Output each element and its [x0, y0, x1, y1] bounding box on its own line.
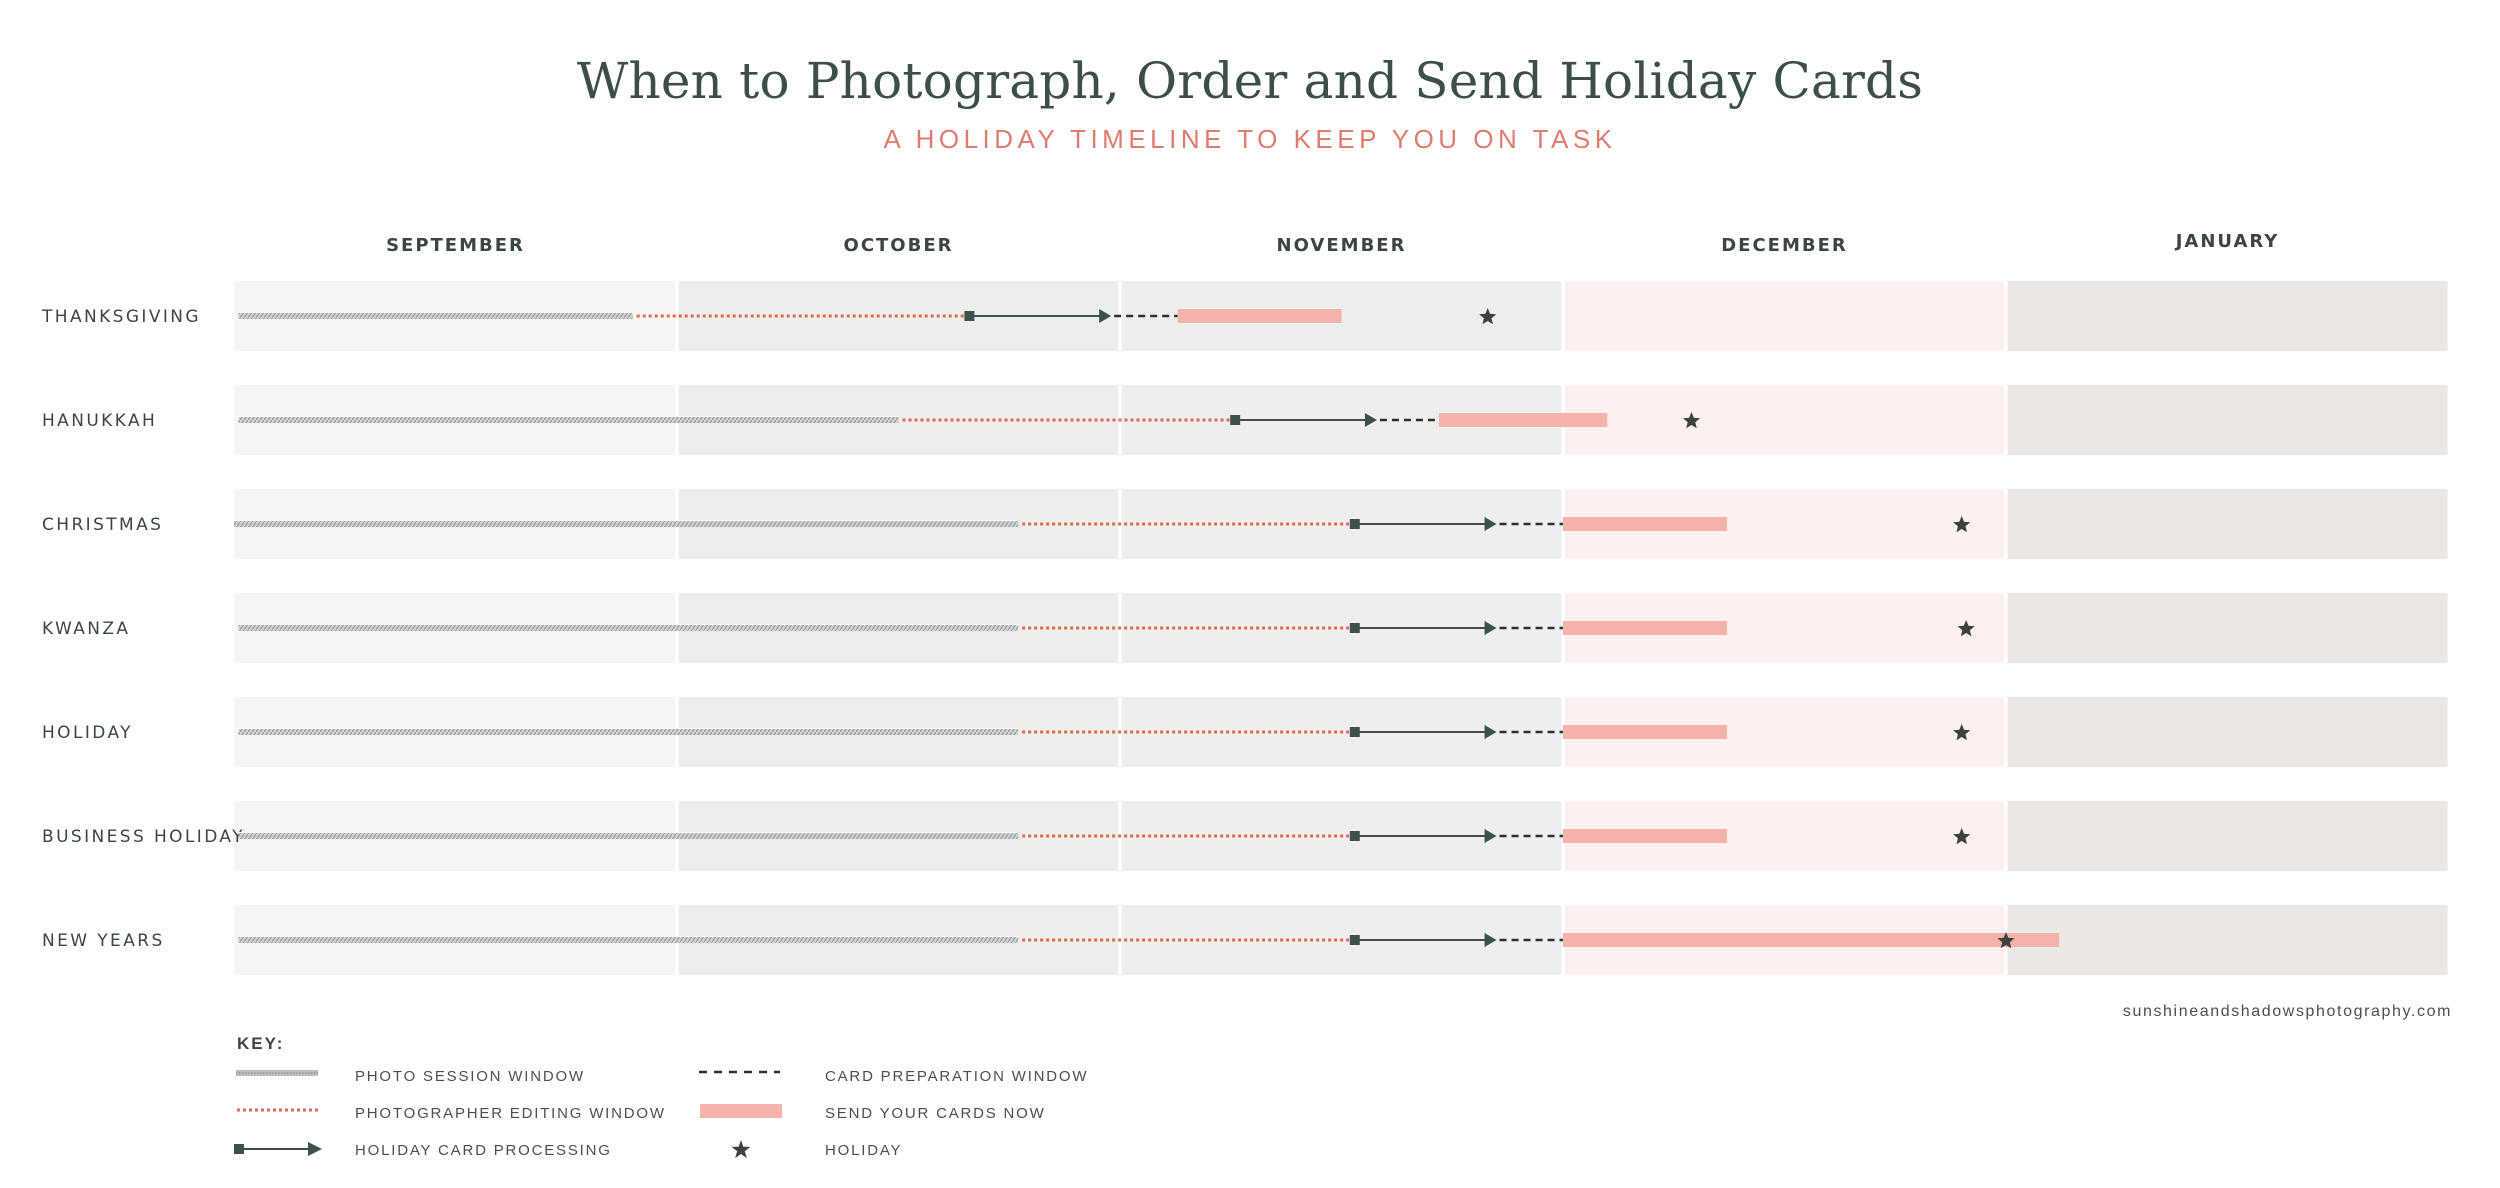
photo-session-bar: [238, 417, 899, 423]
processing-arrow: [1484, 933, 1497, 947]
send-now-bar: [1563, 517, 1727, 531]
send-now-bar: [1177, 309, 1342, 323]
month-label-november: NOVEMBER: [1277, 235, 1407, 256]
row-cell-hanukkah-december: [1564, 385, 2005, 455]
key-label-photo-session: PHOTO SESSION WINDOW: [355, 1068, 585, 1085]
month-label-january: JANUARY: [2174, 231, 2280, 252]
row-cell-kwanza-january: [2007, 593, 2448, 663]
key-label-preparation: CARD PREPARATION WINDOW: [825, 1068, 1089, 1085]
month-label-october: OCTOBER: [844, 235, 954, 256]
key-editing-symbol: [237, 1108, 318, 1112]
photo-session-bar: [238, 937, 1019, 943]
key-label-editing: PHOTOGRAPHER EDITING WINDOW: [355, 1105, 666, 1122]
row-labels: THANKSGIVING HANUKKAH CHRISTMAS KWANZA HOLID…: [41, 307, 245, 951]
send-now-bar: [1563, 829, 1727, 843]
holiday-star-icon: [1997, 932, 2015, 949]
row-label: KWANZA: [42, 619, 130, 639]
row-cell-business-holiday-january: [2007, 801, 2448, 871]
key-label-processing: HOLIDAY CARD PROCESSING: [355, 1142, 612, 1159]
row-cell-holiday-january: [2007, 697, 2448, 767]
chart-title: When to Photograph, Order and Send Holid…: [576, 52, 1924, 110]
send-now-bar: [1438, 413, 1608, 427]
processing-arrow: [1484, 517, 1497, 531]
key-label-send-now: SEND YOUR CARDS NOW: [825, 1105, 1046, 1122]
row-label: NEW YEARS: [42, 931, 165, 951]
holiday-star-icon: [1479, 308, 1497, 325]
key-holiday-star-icon: [731, 1140, 751, 1159]
processing-arrow: [1484, 621, 1497, 635]
send-now-bar: [1563, 933, 2060, 947]
processing-arrow: [1099, 309, 1112, 323]
send-now-bar: [1563, 725, 1727, 739]
row-cell-thanksgiving-december: [1564, 281, 2005, 351]
processing-arrow: [1364, 413, 1377, 427]
key-preparation-symbol: [699, 1070, 780, 1074]
row-cell-hanukkah-january: [2007, 385, 2448, 455]
photo-session-bar: [238, 833, 1019, 839]
photo-session-bar: [238, 313, 633, 319]
key-photo-session-symbol: [236, 1070, 318, 1076]
row-label: CHRISTMAS: [42, 515, 163, 535]
row-cell-christmas-january: [2007, 489, 2448, 559]
key-processing-symbol: [234, 1142, 322, 1156]
key-title: KEY:: [237, 1034, 285, 1053]
row-label: HOLIDAY: [42, 723, 133, 743]
holiday-star-icon: [1957, 620, 1975, 637]
row-cell-thanksgiving-january: [2007, 281, 2448, 351]
send-now-bar: [1563, 621, 1727, 635]
row-label: THANKSGIVING: [41, 307, 201, 327]
month-label-september: SEPTEMBER: [386, 235, 525, 256]
processing-arrow: [1484, 725, 1497, 739]
month-labels: SEPTEMBER OCTOBER NOVEMBER DECEMBER JANUARY: [386, 231, 2280, 256]
timeline-chart: SEPTEMBER OCTOBER NOVEMBER DECEMBER JANUARY …: [41, 231, 2448, 975]
row-label: HANUKKAH: [42, 411, 157, 431]
chart-subtitle: A HOLIDAY TIMELINE TO KEEP YOU ON TASK: [883, 124, 1617, 154]
processing-arrow: [1484, 829, 1497, 843]
row-cell-new-years-january: [2007, 905, 2448, 975]
photo-session-bar: [238, 729, 1019, 735]
holiday-star-icon: [1953, 516, 1971, 533]
photo-session-bar: [238, 625, 1019, 631]
source-credit: sunshineandshadowsphotography.com: [2122, 1003, 2452, 1020]
holiday-star-icon: [1953, 828, 1971, 845]
row-label: BUSINESS HOLIDAY: [42, 827, 245, 847]
timeline-marks: [234, 308, 2060, 949]
holiday-star-icon: [1953, 724, 1971, 741]
key-label-holiday: HOLIDAY: [825, 1142, 903, 1159]
key-send-now-symbol: [700, 1104, 782, 1118]
photo-session-bar: [234, 521, 1019, 527]
holiday-star-icon: [1682, 412, 1701, 429]
month-label-december: DECEMBER: [1721, 235, 1848, 256]
